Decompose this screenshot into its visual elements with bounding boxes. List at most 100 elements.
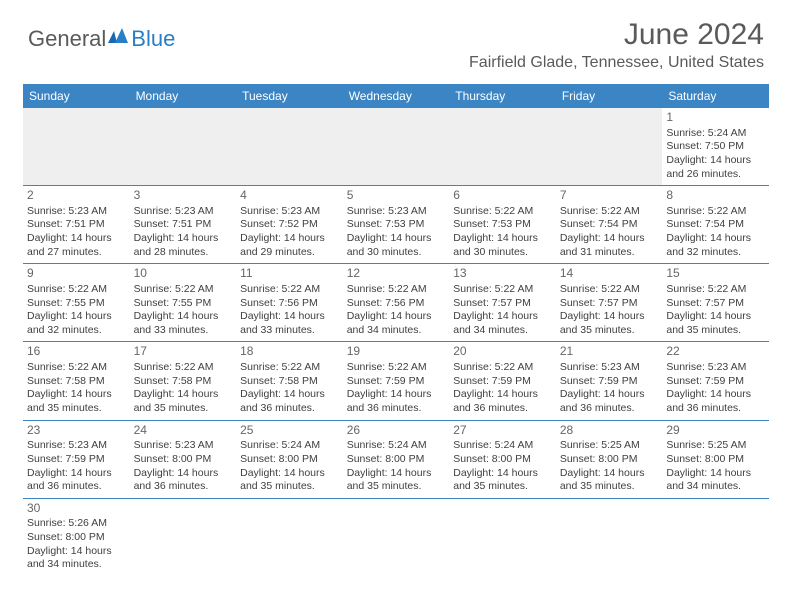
daylight1-text: Daylight: 14 hours [560,310,659,324]
day-number: 29 [666,423,765,439]
daylight2-text: and 29 minutes. [240,246,339,260]
sunrise-text: Sunrise: 5:24 AM [453,439,552,453]
daylight1-text: Daylight: 14 hours [347,388,446,402]
daylight2-text: and 26 minutes. [666,168,765,182]
daylight1-text: Daylight: 14 hours [240,467,339,481]
sunset-text: Sunset: 8:00 PM [27,531,126,545]
daylight2-text: and 36 minutes. [347,402,446,416]
day-number: 27 [453,423,552,439]
day-cell: 6Sunrise: 5:22 AMSunset: 7:53 PMDaylight… [449,186,556,264]
day-cell: 4Sunrise: 5:23 AMSunset: 7:52 PMDaylight… [236,186,343,264]
daylight2-text: and 34 minutes. [453,324,552,338]
sunrise-text: Sunrise: 5:23 AM [27,439,126,453]
daylight2-text: and 35 minutes. [453,480,552,494]
day-number: 7 [560,188,659,204]
sunset-text: Sunset: 7:57 PM [666,297,765,311]
daylight1-text: Daylight: 14 hours [27,310,126,324]
sunset-text: Sunset: 7:58 PM [134,375,233,389]
day-cell: 2Sunrise: 5:23 AMSunset: 7:51 PMDaylight… [23,186,130,264]
sunrise-text: Sunrise: 5:22 AM [347,283,446,297]
sunrise-text: Sunrise: 5:22 AM [134,361,233,375]
day-cell: 28Sunrise: 5:25 AMSunset: 8:00 PMDayligh… [556,420,663,498]
sunrise-text: Sunrise: 5:23 AM [134,439,233,453]
daylight1-text: Daylight: 14 hours [666,388,765,402]
day-cell: 3Sunrise: 5:23 AMSunset: 7:51 PMDaylight… [130,186,237,264]
day-number: 26 [347,423,446,439]
daylight1-text: Daylight: 14 hours [666,232,765,246]
day-number: 11 [240,266,339,282]
day-number: 28 [560,423,659,439]
daylight1-text: Daylight: 14 hours [27,545,126,559]
sunrise-text: Sunrise: 5:24 AM [240,439,339,453]
day-cell: 12Sunrise: 5:22 AMSunset: 7:56 PMDayligh… [343,264,450,342]
weekday-header: Wednesday [343,84,450,108]
calendar-row: 1Sunrise: 5:24 AMSunset: 7:50 PMDaylight… [23,108,769,186]
day-number: 3 [134,188,233,204]
sunrise-text: Sunrise: 5:22 AM [134,283,233,297]
weekday-header: Sunday [23,84,130,108]
daylight2-text: and 35 minutes. [134,402,233,416]
logo: General Blue [28,26,175,52]
daylight1-text: Daylight: 14 hours [560,232,659,246]
sunrise-text: Sunrise: 5:23 AM [27,205,126,219]
sunrise-text: Sunrise: 5:22 AM [27,361,126,375]
daylight2-text: and 31 minutes. [560,246,659,260]
empty-cell [343,108,450,186]
day-cell: 25Sunrise: 5:24 AMSunset: 8:00 PMDayligh… [236,420,343,498]
sunset-text: Sunset: 7:59 PM [453,375,552,389]
day-cell: 5Sunrise: 5:23 AMSunset: 7:53 PMDaylight… [343,186,450,264]
day-cell: 20Sunrise: 5:22 AMSunset: 7:59 PMDayligh… [449,342,556,420]
daylight2-text: and 30 minutes. [453,246,552,260]
daylight1-text: Daylight: 14 hours [666,154,765,168]
daylight1-text: Daylight: 14 hours [240,232,339,246]
day-cell: 11Sunrise: 5:22 AMSunset: 7:56 PMDayligh… [236,264,343,342]
sunrise-text: Sunrise: 5:24 AM [347,439,446,453]
weekday-header: Monday [130,84,237,108]
sunset-text: Sunset: 7:59 PM [347,375,446,389]
calendar-row: 23Sunrise: 5:23 AMSunset: 7:59 PMDayligh… [23,420,769,498]
sunset-text: Sunset: 7:59 PM [560,375,659,389]
month-title: June 2024 [469,18,764,52]
daylight2-text: and 33 minutes. [134,324,233,338]
empty-cell [236,108,343,186]
daylight2-text: and 36 minutes. [666,402,765,416]
daylight1-text: Daylight: 14 hours [134,232,233,246]
day-number: 21 [560,344,659,360]
daylight2-text: and 35 minutes. [666,324,765,338]
daylight2-text: and 33 minutes. [240,324,339,338]
daylight2-text: and 36 minutes. [27,480,126,494]
daylight2-text: and 36 minutes. [134,480,233,494]
day-cell: 10Sunrise: 5:22 AMSunset: 7:55 PMDayligh… [130,264,237,342]
daylight1-text: Daylight: 14 hours [134,467,233,481]
daylight1-text: Daylight: 14 hours [27,232,126,246]
sunset-text: Sunset: 7:59 PM [27,453,126,467]
sunset-text: Sunset: 7:57 PM [453,297,552,311]
day-cell: 1Sunrise: 5:24 AMSunset: 7:50 PMDaylight… [662,108,769,186]
sunset-text: Sunset: 7:51 PM [134,218,233,232]
sunset-text: Sunset: 7:52 PM [240,218,339,232]
sunset-text: Sunset: 8:00 PM [560,453,659,467]
sunrise-text: Sunrise: 5:23 AM [347,205,446,219]
day-cell: 29Sunrise: 5:25 AMSunset: 8:00 PMDayligh… [662,420,769,498]
daylight2-text: and 35 minutes. [560,324,659,338]
empty-cell [662,498,769,576]
logo-text-main: General [28,26,106,52]
sunrise-text: Sunrise: 5:22 AM [666,283,765,297]
sunset-text: Sunset: 7:58 PM [27,375,126,389]
day-cell: 30Sunrise: 5:26 AMSunset: 8:00 PMDayligh… [23,498,130,576]
empty-cell [130,108,237,186]
sunset-text: Sunset: 8:00 PM [134,453,233,467]
sunrise-text: Sunrise: 5:23 AM [240,205,339,219]
sunset-text: Sunset: 7:56 PM [347,297,446,311]
day-cell: 13Sunrise: 5:22 AMSunset: 7:57 PMDayligh… [449,264,556,342]
calendar-table: SundayMondayTuesdayWednesdayThursdayFrid… [23,84,769,576]
daylight2-text: and 34 minutes. [27,558,126,572]
daylight2-text: and 27 minutes. [27,246,126,260]
daylight2-text: and 36 minutes. [453,402,552,416]
day-number: 20 [453,344,552,360]
weekday-header: Friday [556,84,663,108]
daylight1-text: Daylight: 14 hours [453,388,552,402]
daylight2-text: and 35 minutes. [560,480,659,494]
daylight2-text: and 28 minutes. [134,246,233,260]
day-cell: 14Sunrise: 5:22 AMSunset: 7:57 PMDayligh… [556,264,663,342]
